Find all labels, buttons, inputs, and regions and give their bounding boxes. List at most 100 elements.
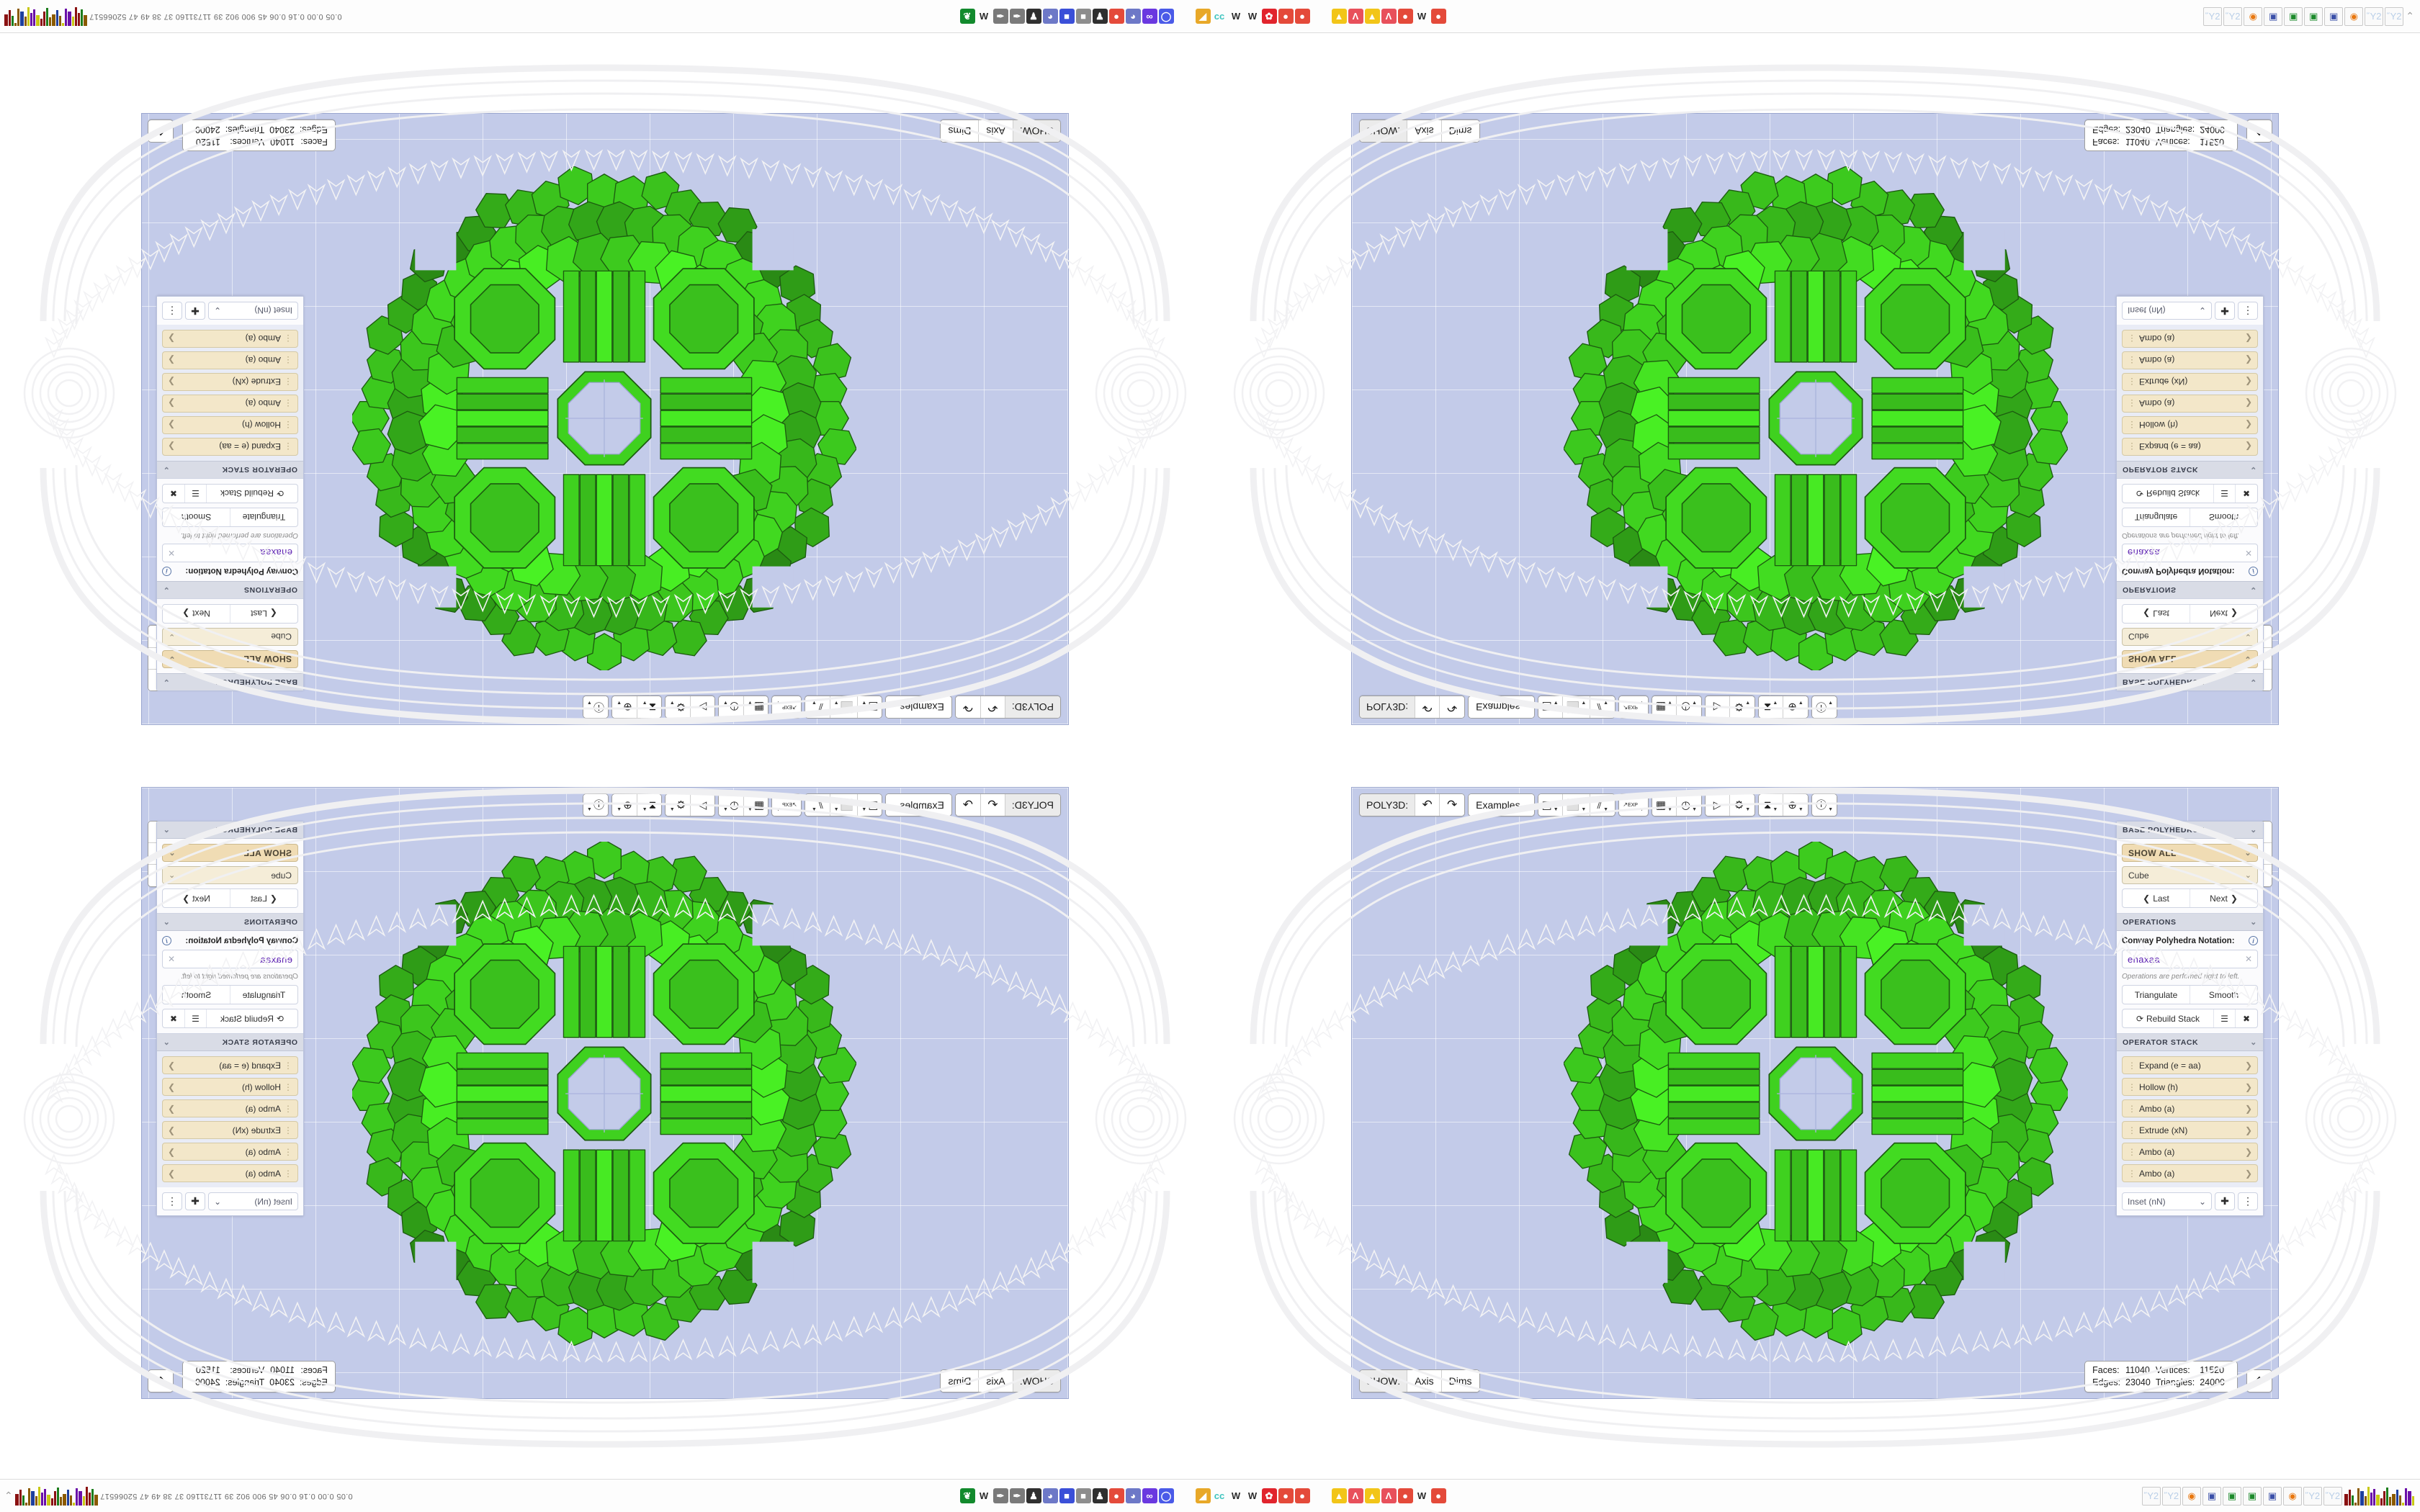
add-operator-row[interactable]: Inset (nN) ⌄ ✚ ⋮ xyxy=(2117,1187,2263,1215)
delete-icon[interactable]: ✖ xyxy=(169,488,178,499)
last-button[interactable]: ❮ Last xyxy=(230,605,297,623)
info-icon[interactable]: i xyxy=(162,936,171,945)
chevron-down-icon[interactable]: ⌄ xyxy=(2250,678,2257,686)
info-button[interactable]: ⓘ ▼ xyxy=(583,794,608,816)
section-header-operator-stack[interactable]: OPERATOR STACK ⌄ xyxy=(2117,1034,2263,1051)
list-view-icon[interactable]: ☰ xyxy=(184,485,206,503)
globe-button[interactable]: ⊕ ▼ xyxy=(611,696,637,718)
operator-stack-item[interactable]: ⋮Hollow (h) ❯ xyxy=(2122,1078,2258,1096)
app-icon-gray[interactable]: ■ xyxy=(1075,1488,1091,1503)
chevron-right-icon[interactable]: ❯ xyxy=(2244,1146,2252,1157)
taskbar-bottom-right[interactable]: Ὕ2 Ὕ2 ◉ ▣ ▣ ▣ ▣ ◉ Ὕ2 Ὕ2 xyxy=(2045,1486,2420,1506)
main-toolbar[interactable]: POLY3D: ↶ ↷ Examples ▼ ◩ ▼ ⬜ ▼ ⫽ ▼ ↗EXP ▼ ▦ ▼ ◷ ▼ ▷ ⚙ ▼ ⧗ ▼ ⊕ ▼… xyxy=(1359,793,1838,816)
gear-button[interactable]: ⚙ ▼ xyxy=(665,696,690,718)
app-icon-photo2[interactable]: ▲ xyxy=(1364,1488,1380,1503)
taskbar-expand-icon[interactable]: ⌃ xyxy=(2406,10,2414,22)
show-bar[interactable]: SHOW: Axis Dims xyxy=(1359,120,1480,143)
chevron-right-icon[interactable]: ❯ xyxy=(168,355,176,366)
rebuild-row[interactable]: ⟳ Rebuild Stack ☰ ✖ xyxy=(162,1009,298,1028)
add-operator-button[interactable]: ✚ xyxy=(2215,302,2235,320)
operations-buttons[interactable]: Triangulate Smooth xyxy=(162,508,298,527)
app-icon-photo2[interactable]: ▲ xyxy=(1364,9,1380,24)
list-view-icon[interactable]: ☰ xyxy=(184,1009,206,1027)
axis-toggle[interactable]: Axis xyxy=(1407,120,1442,142)
examples-dropdown[interactable]: Examples ▼ xyxy=(886,696,951,718)
notation-input[interactable]: ehaxaa ✕ xyxy=(2122,544,2258,562)
cube-material-button[interactable]: ⬜ ▼ xyxy=(829,696,858,718)
section-header-base-polyhedron[interactable]: BASE POLYHEDRON ⌄ xyxy=(2117,673,2263,690)
drag-handle-icon[interactable]: ⋮ xyxy=(2128,1103,2136,1114)
export-button[interactable]: ↗EXP ▼ xyxy=(1619,794,1648,816)
app-icon-chat[interactable]: ◯ xyxy=(1158,1488,1174,1503)
drag-handle-icon[interactable]: ⋮ xyxy=(2128,1060,2136,1071)
triangulate-button[interactable]: Triangulate xyxy=(2123,986,2190,1004)
chevron-right-icon[interactable]: ❯ xyxy=(168,333,176,344)
smooth-button[interactable]: Smooth xyxy=(181,989,212,1000)
app-icon-chrome1[interactable]: ● xyxy=(1108,1488,1124,1503)
triangulate-button[interactable]: Triangulate xyxy=(230,986,297,1004)
chevron-right-icon[interactable]: ❯ xyxy=(2244,420,2252,431)
gear-button[interactable]: ⚙ ▼ xyxy=(1730,794,1755,816)
last-button[interactable]: ❮ Last xyxy=(230,889,297,907)
notation-input[interactable]: ehaxaa ✕ xyxy=(162,544,298,562)
show-all-dropdown[interactable]: SHOW ALL ⌄ xyxy=(162,844,298,862)
redo-button[interactable]: ↷ xyxy=(955,794,980,816)
drag-handle-icon[interactable]: ⋮ xyxy=(2128,1125,2136,1135)
app-icon-w4[interactable]: W xyxy=(1417,11,1427,22)
history-clock-button[interactable]: ⧗ ▼ xyxy=(636,794,661,816)
axis-toggle[interactable]: Axis xyxy=(1407,1370,1442,1392)
operations-buttons[interactable]: Triangulate Smooth xyxy=(162,985,298,1004)
chevron-down-icon[interactable]: ⌄ xyxy=(163,826,170,834)
window-save-green-2[interactable]: ▣ xyxy=(2304,6,2323,26)
smooth-button[interactable]: Smooth xyxy=(2208,989,2239,1000)
operations-buttons[interactable]: Triangulate Smooth xyxy=(2122,508,2258,527)
globe-button[interactable]: ⊕ ▼ xyxy=(611,794,637,816)
window-firefox-2[interactable]: ◉ xyxy=(2283,1486,2302,1506)
rebuild-row[interactable]: ⟳ Rebuild Stack ☰ ✖ xyxy=(162,484,298,503)
operator-menu-icon[interactable]: ⋮ xyxy=(162,302,182,320)
window-save-green[interactable]: ▣ xyxy=(2284,6,2303,26)
chevron-right-icon[interactable]: ❯ xyxy=(168,1168,176,1179)
operator-stack-item[interactable]: ⋮Expand (e = aa) ❯ xyxy=(2122,1056,2258,1074)
chevron-right-icon[interactable]: ❯ xyxy=(2244,1125,2252,1135)
smooth-button[interactable]: Smooth xyxy=(2208,512,2239,523)
chevron-right-icon[interactable]: ❯ xyxy=(168,377,176,387)
chevron-right-icon[interactable]: ❯ xyxy=(2244,1168,2252,1179)
undo-button[interactable]: ↶ xyxy=(1415,794,1440,816)
operator-stack-item[interactable]: ⋮Expand (e = aa) ❯ xyxy=(162,438,298,456)
taskbar-bottom-apps[interactable]: ❦ W ✒ ✒ ♟ ◕ ■ ■ ♟ ● ◕ ∞ ◯ ◢ cc W W ✿ ● ● ▲ Λ ▲ Λ ● W ● xyxy=(360,1488,2045,1503)
gear-button[interactable]: ⚙ ▼ xyxy=(665,794,690,816)
app-icon-avatar1[interactable]: Λ xyxy=(1348,9,1363,24)
show-all-dropdown[interactable]: SHOW ALL ⌄ xyxy=(2122,650,2258,668)
paint-bucket-button[interactable]: ◩ ▼ xyxy=(857,794,882,816)
notation-input[interactable]: ehaxaa ✕ xyxy=(2122,950,2258,968)
rebuild-stack-button[interactable]: ⟳ Rebuild Stack xyxy=(2123,485,2214,503)
base-polyhedron-dropdown[interactable]: Cube ⌄ xyxy=(162,628,298,646)
paint-bucket-button[interactable]: ◩ ▼ xyxy=(857,696,882,718)
taskbar-top-app-group-3[interactable]: ▲ Λ ▲ Λ ● W ● xyxy=(1331,9,1446,24)
drag-handle-icon[interactable]: ⋮ xyxy=(2128,398,2136,409)
app-icon-person2[interactable]: ♟ xyxy=(1092,9,1108,24)
taskbar-top-windows[interactable]: Ὕ2 Ὕ2 ◉ ▣ ▣ ▣ ▣ ◉ Ὕ2 Ὕ2 xyxy=(2203,6,2404,26)
drag-handle-icon[interactable]: ⋮ xyxy=(2128,1146,2136,1157)
add-operator-button[interactable]: ✚ xyxy=(2215,1192,2235,1210)
chevron-down-icon[interactable]: ⌄ xyxy=(163,918,170,927)
play-button[interactable]: ▷ xyxy=(1706,794,1731,816)
section-header-base-polyhedron[interactable]: BASE POLYHEDRON ⌄ xyxy=(157,822,303,839)
control-panel[interactable]: BASE POLYHEDRON ⌄ SHOW ALL ⌄ Cube ⌄ ❮ Last Next ❯… xyxy=(156,821,304,1216)
section-header-operator-stack[interactable]: OPERATOR STACK ⌄ xyxy=(157,1034,303,1051)
taskbar-top[interactable]: 0.05 0.00 0.16 0.06 45 900 902 39 117311… xyxy=(0,0,2420,33)
chevron-down-icon[interactable]: ⌄ xyxy=(2250,826,2257,834)
operator-menu-icon[interactable]: ⋮ xyxy=(2238,302,2258,320)
window-save-green-2[interactable]: ▣ xyxy=(2243,1486,2262,1506)
info-button[interactable]: ⓘ ▼ xyxy=(583,696,608,718)
operator-stack-item[interactable]: ⋮Ambo (a) ❯ xyxy=(162,1099,298,1117)
cube-material-button[interactable]: ⬜ ▼ xyxy=(1562,794,1591,816)
app-icon-chrome4[interactable]: ● xyxy=(1397,9,1413,24)
window-firefox-2[interactable]: ◉ xyxy=(2344,6,2364,26)
clear-icon[interactable]: ✕ xyxy=(168,548,176,558)
chevron-right-icon[interactable]: ❯ xyxy=(2244,1081,2252,1092)
base-polyhedron-nav[interactable]: ❮ Last Next ❯ xyxy=(162,604,298,624)
add-operator-row[interactable]: Inset (nN) ⌄ ✚ ⋮ xyxy=(157,1187,303,1215)
operator-stack-item[interactable]: ⋮Hollow (h) ❯ xyxy=(162,1078,298,1096)
